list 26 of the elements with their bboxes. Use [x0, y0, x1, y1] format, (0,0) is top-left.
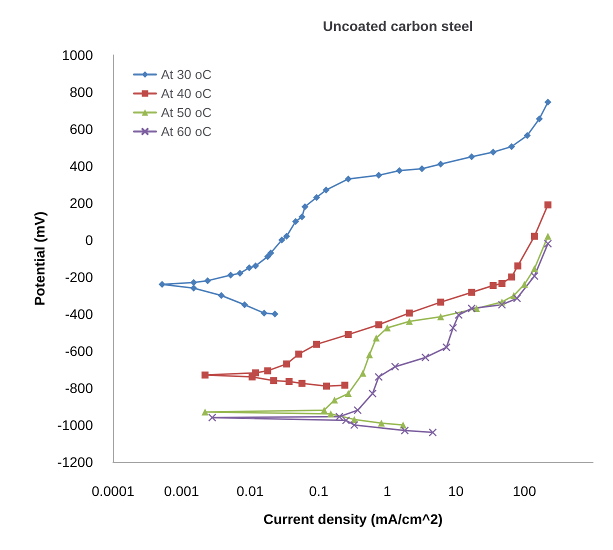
y-tick-label: 0: [85, 232, 94, 248]
y-tick-label: 600: [70, 121, 94, 137]
y-tick-label: -400: [64, 306, 94, 322]
y-tick-label: -600: [64, 343, 94, 359]
x-tick-label: 10: [448, 483, 464, 499]
legend-label: At 50 oC: [161, 105, 212, 120]
y-tick-label: -800: [64, 380, 94, 396]
x-tick-label: 0.0001: [92, 483, 135, 499]
y-tick-label: 200: [70, 195, 94, 211]
x-tick-label: 0.01: [236, 483, 264, 499]
x-tick-label: 1: [383, 483, 392, 499]
x-tick-label: 0.1: [308, 483, 329, 499]
legend-label: At 40 oC: [161, 86, 212, 101]
x-tick-label: 0.001: [164, 483, 200, 499]
legend-label: At 60 oC: [161, 124, 212, 139]
legend-label: At 30 oC: [161, 67, 212, 82]
y-tick-label: -200: [64, 269, 94, 285]
x-axis-title: Current density (mA/cm^2): [263, 511, 443, 527]
y-tick-label: 1000: [62, 47, 94, 63]
chart-title: Uncoated carbon steel: [322, 18, 474, 34]
x-tick-label: 100: [512, 483, 536, 499]
y-axis-title: Potential (mV): [31, 211, 48, 306]
y-tick-label: -1000: [57, 417, 94, 433]
y-tick-label: -1200: [57, 454, 94, 470]
y-tick-label: 800: [70, 84, 94, 100]
y-tick-label: 400: [70, 158, 94, 174]
